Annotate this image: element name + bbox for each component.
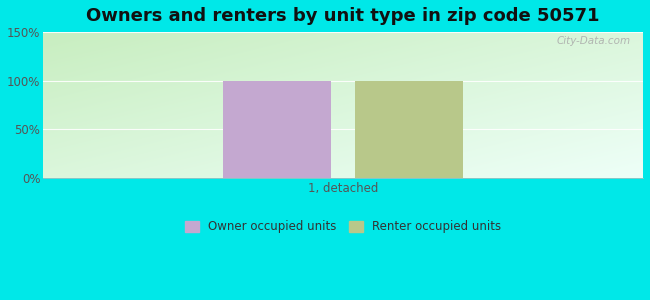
Text: City-Data.com: City-Data.com (557, 36, 631, 46)
Title: Owners and renters by unit type in zip code 50571: Owners and renters by unit type in zip c… (86, 7, 600, 25)
Legend: Owner occupied units, Renter occupied units: Owner occupied units, Renter occupied un… (185, 220, 501, 233)
Bar (355, 81, 463, 178)
Bar (223, 81, 331, 178)
